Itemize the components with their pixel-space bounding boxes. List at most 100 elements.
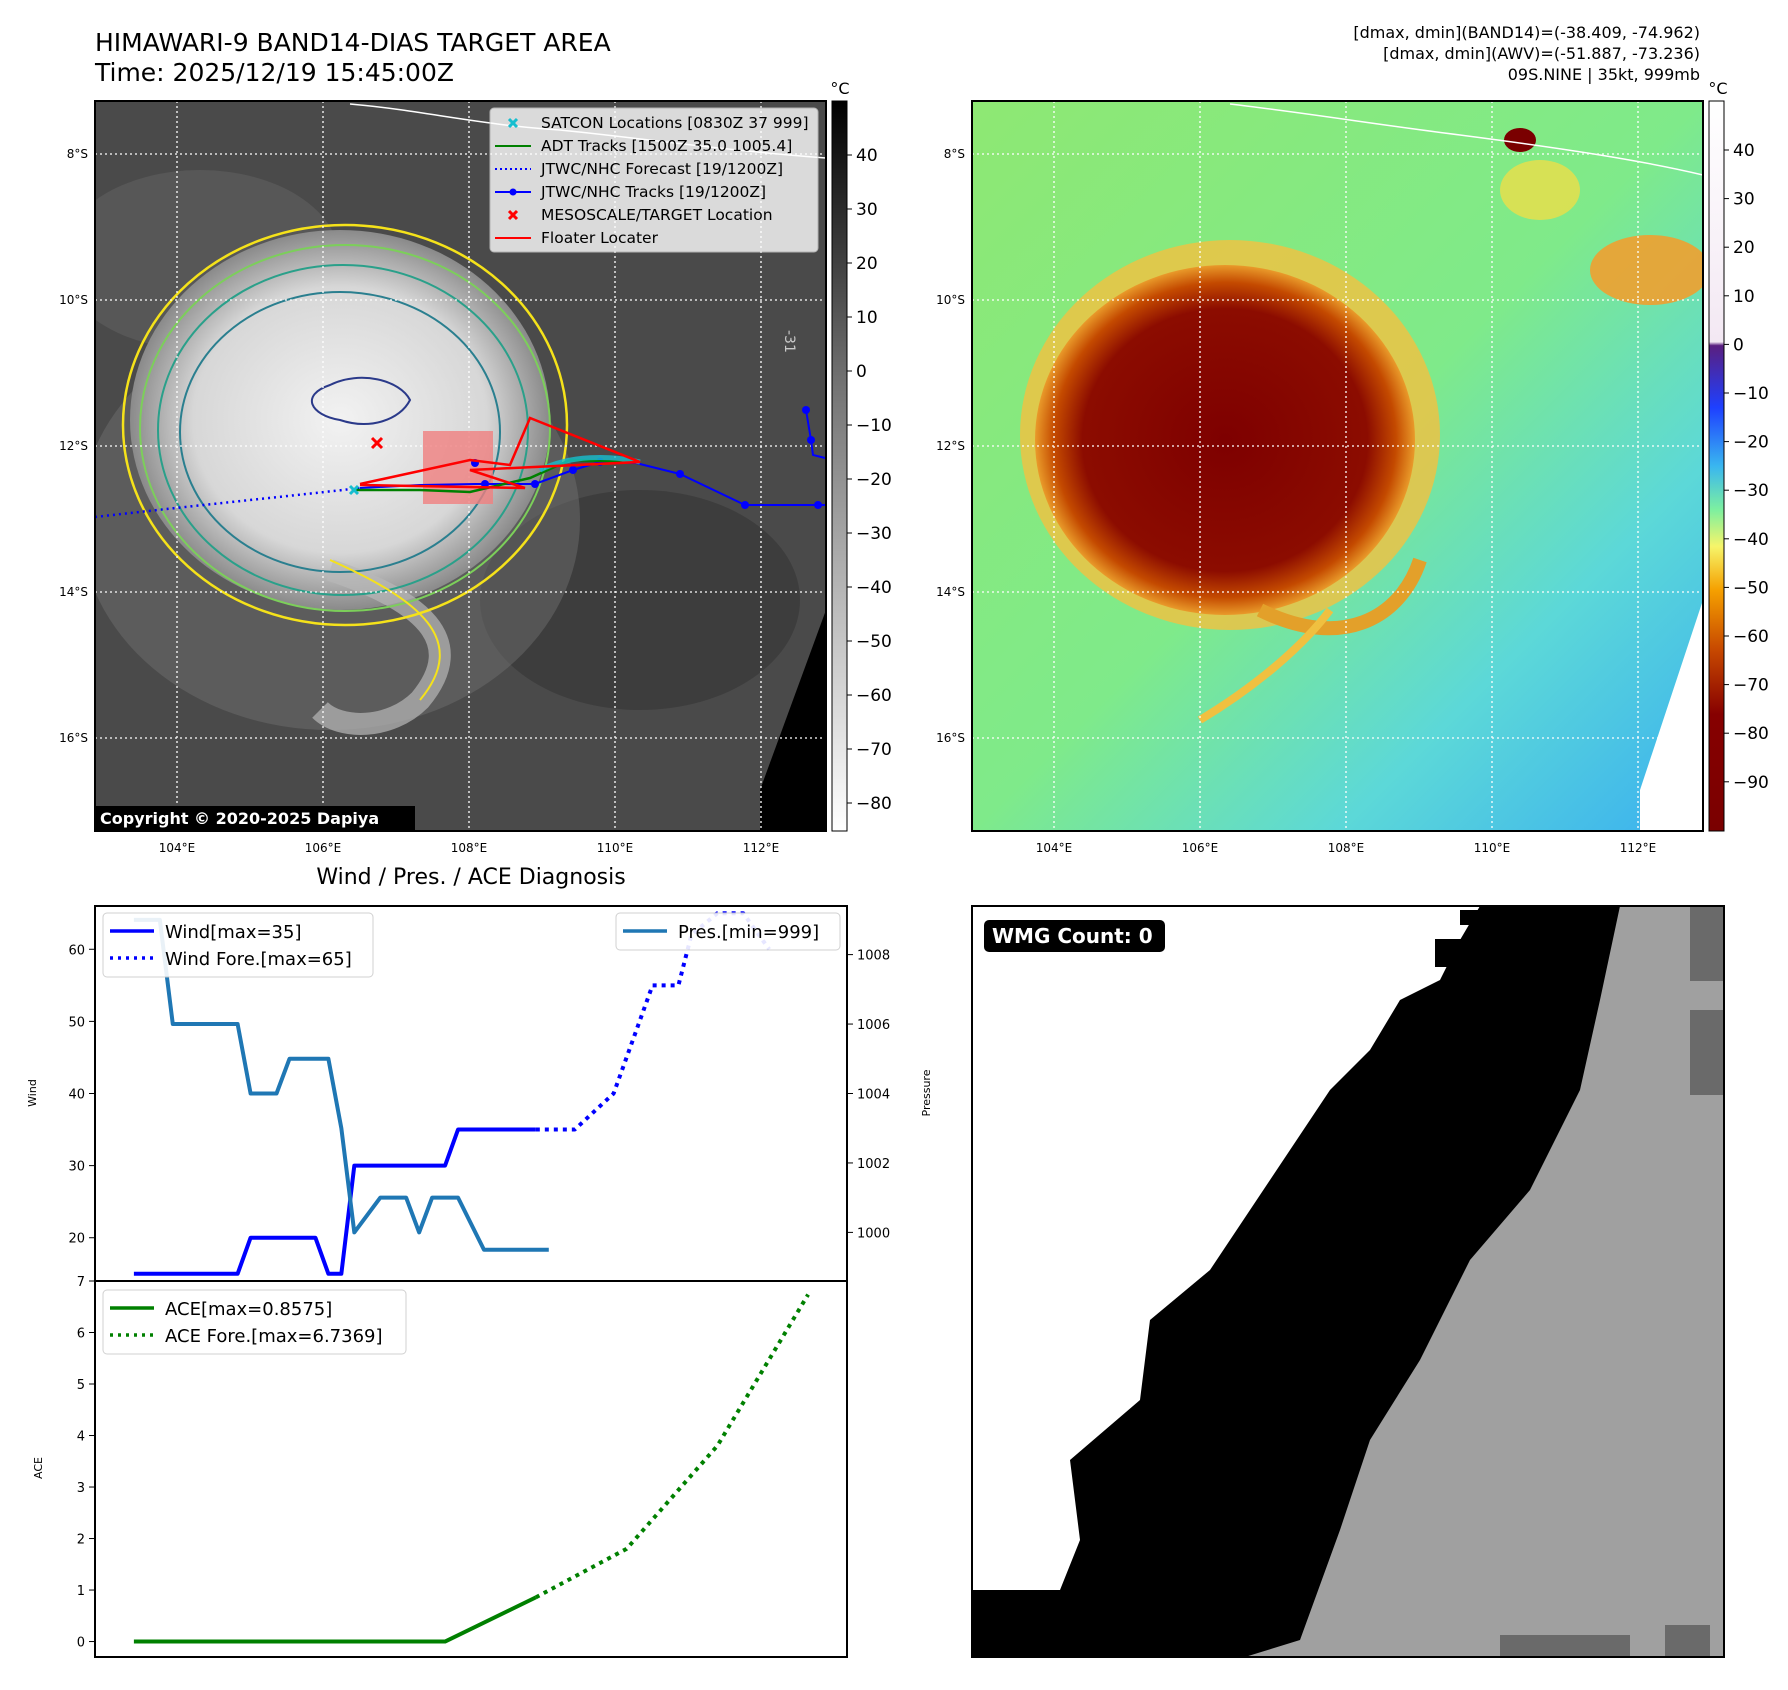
colorbar-tick-label: −80 — [1733, 724, 1769, 744]
copyright-text: Copyright © 2020-2025 Dapiya — [100, 809, 379, 828]
mesoscale-marker — [370, 436, 384, 450]
legend-x-marker — [507, 209, 519, 221]
colorbar-tick-label: −30 — [856, 524, 892, 544]
ace-tick-label: 6 — [77, 1327, 85, 1342]
jtwc-track-east — [805, 409, 826, 459]
colorbar-tick-label: 0 — [856, 362, 867, 382]
contour-label: -31 — [781, 330, 797, 353]
colorbar-tick-label: −90 — [1733, 773, 1769, 793]
legend-item: JTWC/NHC Forecast [19/1200Z] — [495, 160, 783, 178]
ace-tick-label: 3 — [77, 1481, 85, 1496]
no-data-region — [760, 610, 826, 831]
pressure-legend-label: Pres.[min=999] — [678, 922, 819, 943]
colorbar-tick-label: −10 — [856, 416, 892, 436]
legend-label: SATCON Locations [0830Z 37 999] — [541, 114, 809, 132]
awv-colorbar: °C 40 30 20 10 0 −10 −20 −30 −40 −50 −60 −70 −80 −90 — [1708, 79, 1769, 832]
wind-legend: Wind[max=35] Wind Fore.[max=65] — [102, 912, 374, 978]
ace-tick-label: 5 — [77, 1378, 85, 1393]
awv-colorbar-bar — [1708, 100, 1725, 832]
awv-lon-labels: 104°E 106°E 108°E 110°E 112°E — [1036, 841, 1657, 855]
wmg-frame — [971, 905, 1725, 1658]
colorbar-tick-label: −70 — [1733, 676, 1769, 696]
colorbar-tick-label: 30 — [856, 200, 878, 220]
lat-label: 10°S — [936, 293, 965, 307]
awv-stats: [dmax, dmin](AWV)=(-51.887, -73.236) — [1383, 44, 1700, 63]
lat-label: 14°S — [936, 585, 965, 599]
pressure-legend: Pres.[min=999] — [615, 912, 841, 951]
figure-time: Time: 2025/12/19 15:45:00Z — [94, 58, 454, 87]
pressure-tick-label: 1002 — [857, 1157, 890, 1172]
lon-label: 106°E — [1182, 841, 1219, 855]
colorbar-tick-label: −50 — [856, 632, 892, 652]
band14-stats: [dmax, dmin](BAND14)=(-38.409, -74.962) — [1353, 23, 1700, 42]
pressure-tick-label: 1000 — [857, 1226, 890, 1241]
deep-convection-spot — [1504, 128, 1536, 152]
pressure-tick-label: 1004 — [857, 1088, 890, 1103]
copyright-box — [95, 806, 415, 831]
ace-axis-ticks: 0 1 2 3 4 5 6 7 — [77, 1275, 95, 1651]
contour-green — [139, 244, 551, 612]
colorbar-tick-label: 10 — [1733, 287, 1755, 307]
colorbar-tick-label: −50 — [1733, 578, 1769, 598]
lon-label: 104°E — [159, 841, 196, 855]
legend-label: MESOSCALE/TARGET Location — [541, 206, 773, 224]
colorbar-tick-label: −70 — [856, 740, 892, 760]
awv-map-panel — [971, 100, 1704, 832]
storm-core — [1035, 265, 1415, 615]
wmg-dark-patch — [1690, 906, 1724, 981]
legend-item: ADT Tracks [1500Z 35.0 1005.4] — [495, 137, 792, 155]
ir-colorbar: °C 40 30 20 10 0 −10 −20 −30 −40 −50 −60 −70 −80 — [830, 79, 892, 832]
colorbar-tick-label: −80 — [856, 794, 892, 814]
colorbar-tick-label: 40 — [856, 146, 878, 166]
wmg-gray-region — [1245, 906, 1724, 1657]
ace-tick-label: 7 — [77, 1275, 85, 1290]
contour-teal-inner — [179, 291, 501, 573]
legend-x-marker — [507, 117, 519, 129]
wmg-panel: WMG Count: 0 — [971, 905, 1725, 1658]
colorbar-tick-label: 20 — [1733, 238, 1755, 258]
contour-yellow — [121, 223, 569, 627]
ir-lon-labels: 104°E 106°E 108°E 110°E 112°E — [159, 841, 780, 855]
wind-line — [133, 1127, 536, 1276]
lon-label: 108°E — [451, 841, 488, 855]
ir-colorbar-unit: °C — [830, 79, 849, 98]
lon-label: 108°E — [1328, 841, 1365, 855]
ace-legend-label: ACE[max=0.8575] — [165, 1299, 332, 1320]
wind-axis-ticks: 20 30 40 50 60 — [68, 943, 95, 1247]
colorbar-tick-label: −20 — [1733, 433, 1769, 453]
colorbar-tick-label: −20 — [856, 470, 892, 490]
ace-axis-label: ACE — [32, 1457, 45, 1479]
colorbar-tick-label: 0 — [1733, 335, 1744, 355]
contour-teal — [157, 264, 529, 596]
satcon-marker — [348, 484, 360, 496]
legend-label: ADT Tracks [1500Z 35.0 1005.4] — [541, 137, 792, 155]
pressure-tick-label: 1006 — [857, 1018, 890, 1033]
pressure-axis-label: Pressure — [920, 1069, 933, 1116]
colorbar-tick-label: −40 — [1733, 530, 1769, 550]
contour-blue — [310, 376, 412, 425]
lat-label: 12°S — [59, 439, 88, 453]
band-contour — [329, 559, 441, 701]
wind-axis-label: Wind — [26, 1079, 39, 1107]
wind-forecast-line — [535, 911, 771, 1132]
legend-item: MESOSCALE/TARGET Location — [507, 206, 773, 224]
lon-label: 104°E — [1036, 841, 1073, 855]
wind-tick-label: 30 — [68, 1160, 85, 1175]
colorbar-tick-label: −60 — [1733, 627, 1769, 647]
legend-item: JTWC/NHC Tracks [19/1200Z] — [495, 183, 766, 201]
ir-lat-labels: 8°S 10°S 12°S 14°S 16°S — [59, 147, 88, 745]
map-legend: SATCON Locations [0830Z 37 999] ADT Track… — [489, 107, 819, 253]
moist-patch — [1500, 160, 1580, 220]
lat-label: 14°S — [59, 585, 88, 599]
lat-label: 12°S — [936, 439, 965, 453]
lon-label: 110°E — [1474, 841, 1511, 855]
ir-colorbar-bar — [831, 100, 848, 832]
ace-tick-label: 4 — [77, 1430, 85, 1445]
wind-tick-label: 20 — [68, 1232, 85, 1247]
awv-map-frame — [971, 100, 1704, 832]
legend-item: Floater Locater — [495, 229, 659, 247]
lat-label: 8°S — [944, 147, 965, 161]
ace-line — [133, 1595, 537, 1644]
jtwc-forecast-track — [95, 486, 361, 519]
